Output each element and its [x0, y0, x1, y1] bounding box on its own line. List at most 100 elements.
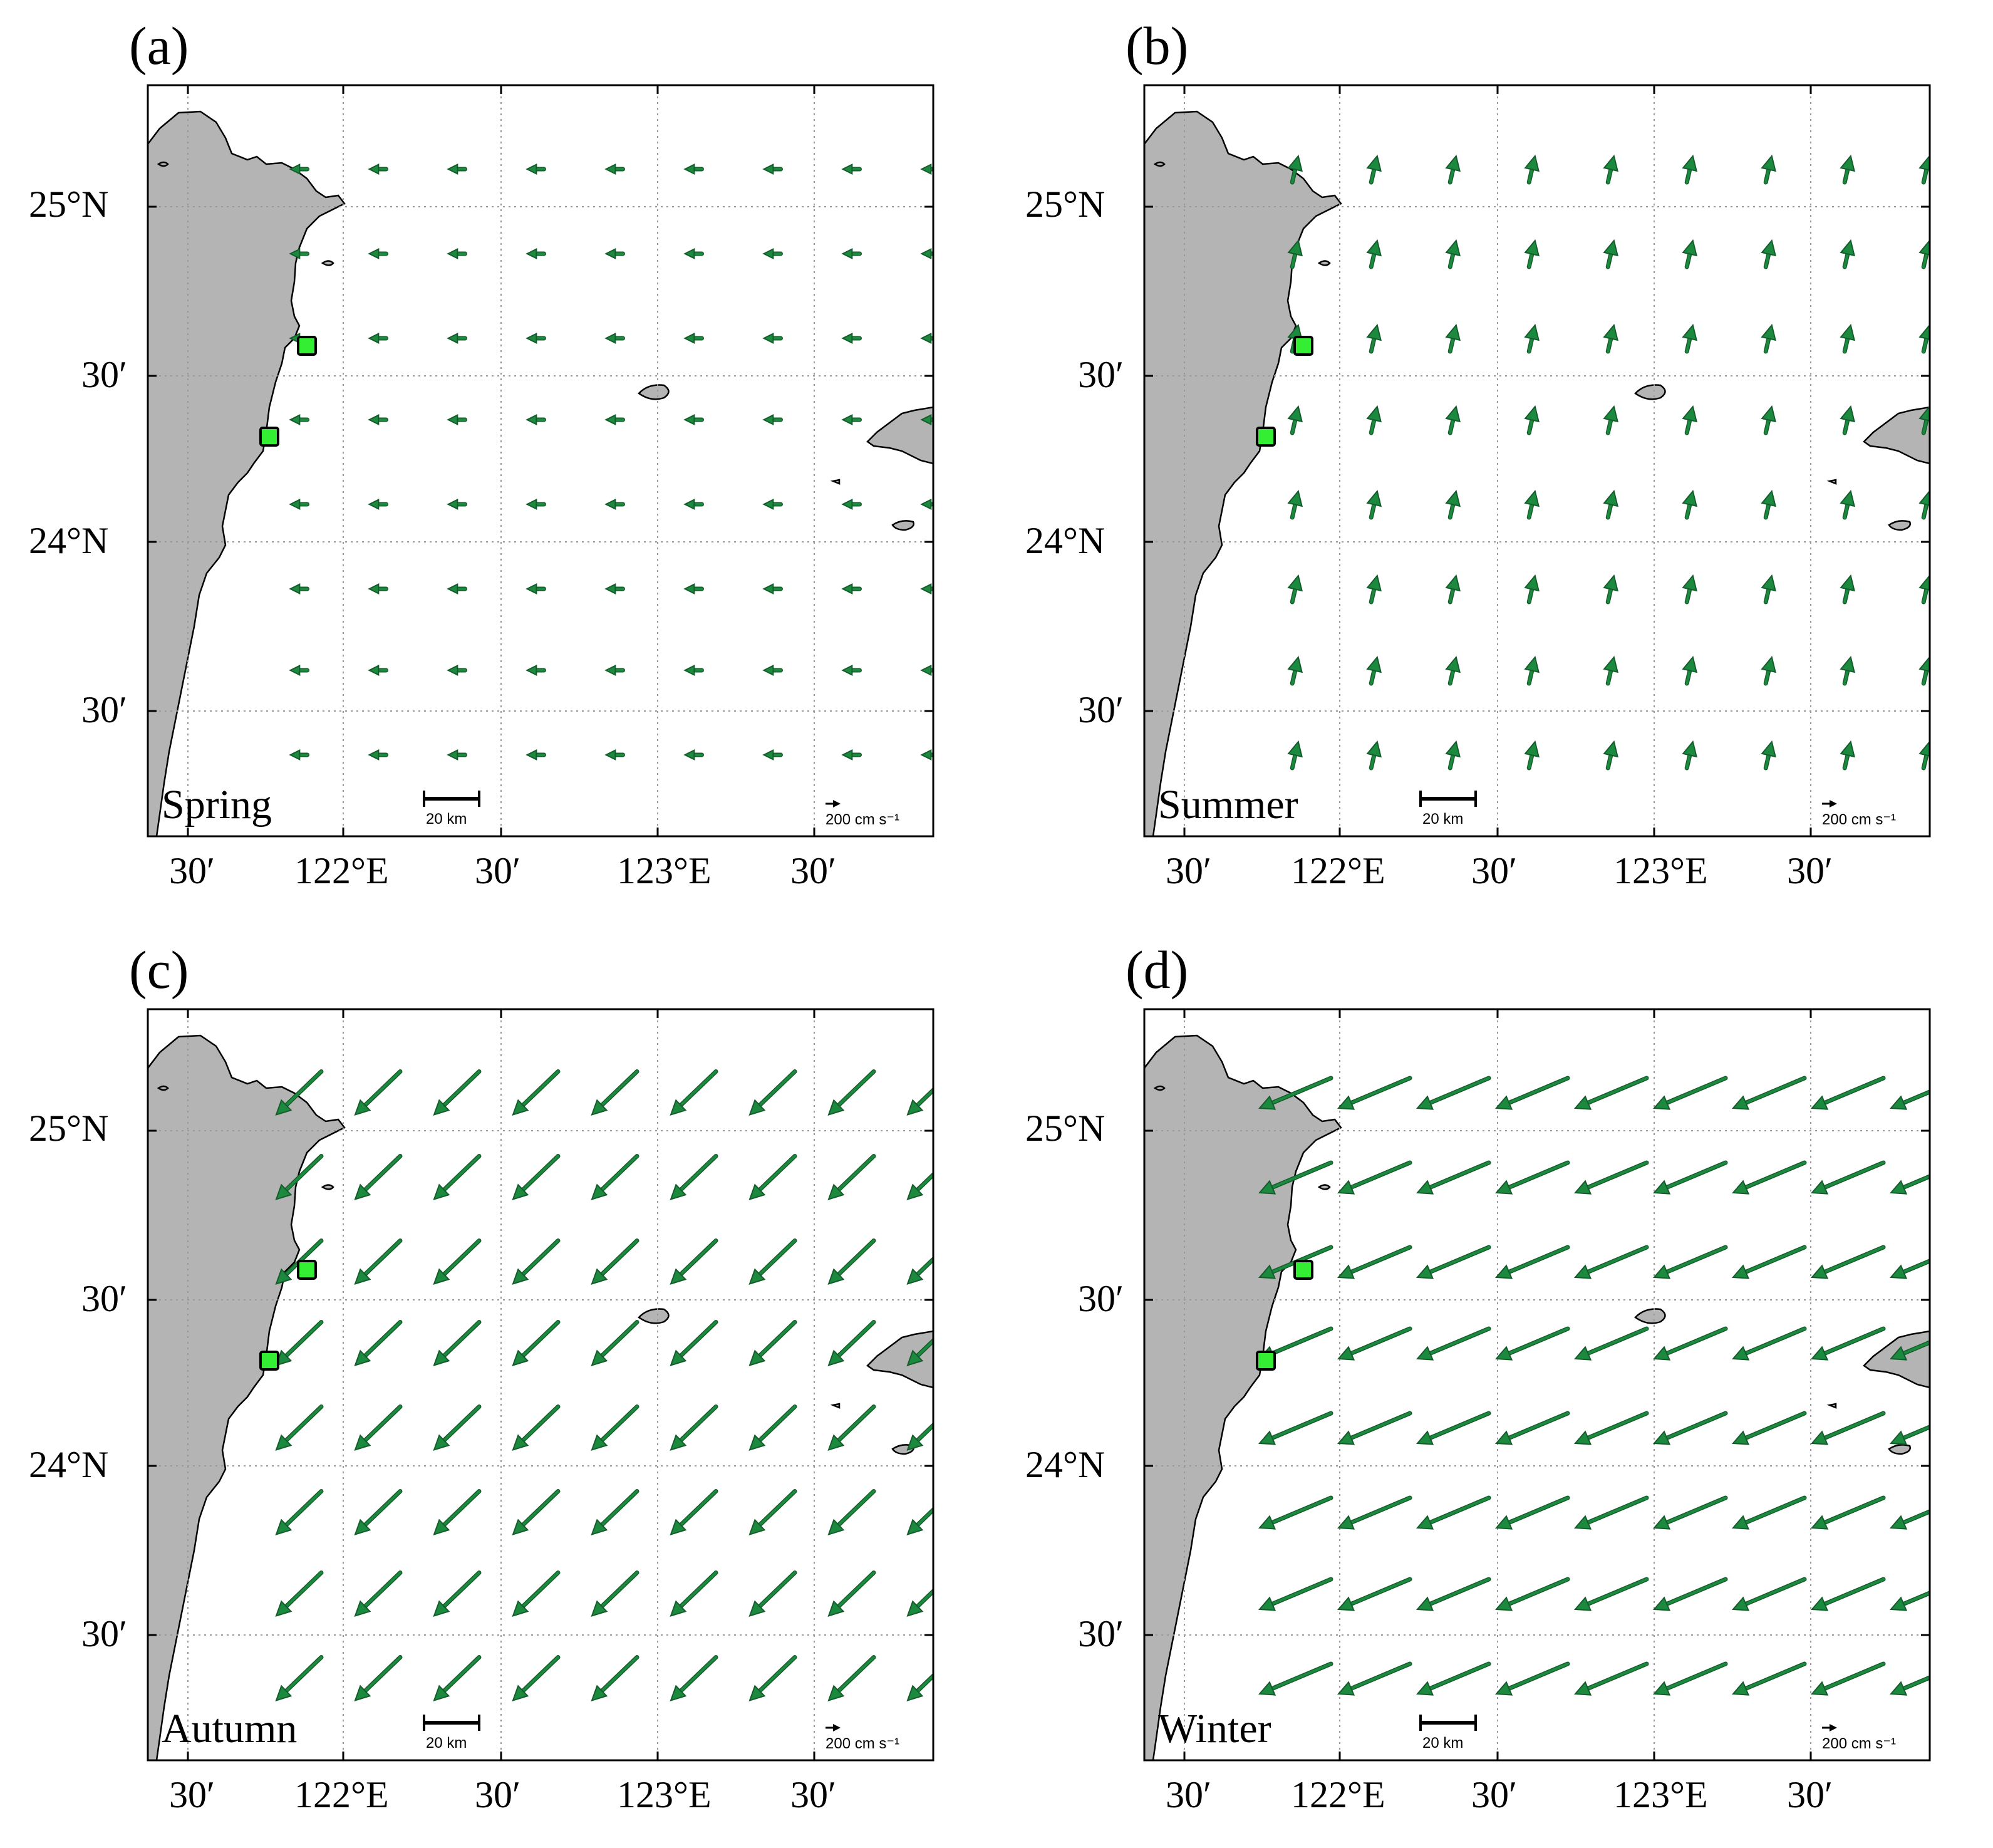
- current-vector: [1682, 405, 1697, 435]
- current-vector: [1840, 489, 1855, 520]
- panel-spring: (a) Spring 20 km 200 cm s⁻¹ 30′ 122°E 30′ 123°E…: [0, 0, 996, 924]
- current-vector: [1682, 655, 1697, 686]
- current-vector: [525, 664, 546, 677]
- current-vector: [1810, 1577, 1886, 1611]
- map-frame: [147, 84, 934, 838]
- current-vector: [1761, 574, 1776, 605]
- season-label: Summer: [1158, 782, 1298, 828]
- current-vector: [920, 163, 933, 175]
- current-vector: [841, 749, 862, 761]
- taiwan-landmass: [1144, 110, 1342, 836]
- current-vector: [1810, 1495, 1886, 1530]
- islet: [1153, 161, 1166, 167]
- current-vector: [841, 413, 862, 426]
- current-vector: [762, 498, 783, 511]
- current-vector: [1573, 1495, 1649, 1530]
- lon-tick-label: 30′: [1471, 1774, 1518, 1815]
- current-vector: [841, 664, 862, 677]
- current-vector: [604, 583, 625, 595]
- scale-bar: [1419, 791, 1477, 807]
- current-vector: [762, 583, 783, 595]
- current-vector: [433, 1404, 482, 1451]
- panel-winter: (d) Winter 20 km 200 cm s⁻¹ 30′ 122°E 30′ 123°E…: [996, 924, 1993, 1848]
- station-marker: [1256, 427, 1276, 447]
- current-vector: [591, 1069, 639, 1116]
- current-vector: [670, 1404, 718, 1451]
- current-vector: [1652, 1245, 1728, 1279]
- current-vector: [670, 1069, 718, 1116]
- current-vector: [1731, 1326, 1807, 1361]
- islet: [830, 479, 841, 485]
- current-vector: [827, 1570, 876, 1617]
- reference-vector: [826, 800, 841, 807]
- current-vector: [683, 163, 704, 175]
- current-vector: [447, 413, 467, 426]
- lon-tick-label: 123°E: [617, 850, 712, 891]
- current-vector: [1416, 1245, 1491, 1279]
- current-vector: [289, 413, 309, 426]
- current-vector: [1573, 1661, 1649, 1696]
- taiwan-landmass: [1144, 1034, 1342, 1760]
- current-vector: [1287, 239, 1303, 269]
- current-vector: [1840, 405, 1855, 435]
- lat-tick-label: 24°N: [29, 520, 109, 561]
- current-vector: [827, 1655, 876, 1702]
- reference-vector-label: 200 cm s⁻¹: [826, 1735, 900, 1752]
- current-vector: [1573, 1411, 1649, 1445]
- current-vector: [1416, 1661, 1491, 1696]
- current-vector: [1810, 1076, 1886, 1110]
- current-vector: [1761, 154, 1776, 185]
- lat-tick-label: 30′: [1078, 354, 1124, 395]
- current-vector: [604, 332, 625, 345]
- current-vector: [1416, 1577, 1491, 1611]
- map-canvas: [1143, 1008, 1931, 1762]
- current-vector: [525, 247, 546, 260]
- lat-tick-label: 30′: [81, 1278, 128, 1319]
- yonaguni-landmass: [866, 406, 933, 465]
- current-vector: [1810, 1326, 1886, 1361]
- current-vector: [354, 1489, 403, 1536]
- current-vector: [354, 1069, 403, 1116]
- islet: [1888, 1444, 1911, 1455]
- current-vector: [1416, 1411, 1491, 1445]
- current-vector: [1287, 154, 1303, 185]
- guishan-island: [638, 384, 670, 400]
- islet: [1888, 520, 1911, 531]
- current-vector: [1810, 1411, 1886, 1445]
- current-vector: [1366, 574, 1382, 605]
- current-vector: [1524, 655, 1540, 686]
- current-vector: [683, 749, 704, 761]
- current-vector: [368, 247, 388, 260]
- current-vector: [289, 664, 309, 677]
- current-vector: [604, 498, 625, 511]
- current-vector: [1761, 489, 1776, 520]
- panel-summer: (b) Summer 20 km 200 cm s⁻¹ 30′ 122°E 30′ 123°E…: [996, 0, 1993, 924]
- season-label: Spring: [162, 782, 272, 828]
- lat-tick-label: 30′: [1078, 1613, 1124, 1654]
- current-vector: [354, 1404, 403, 1451]
- current-vector: [683, 413, 704, 426]
- current-vector: [1731, 1160, 1807, 1195]
- current-vector: [1652, 1577, 1728, 1611]
- current-vector: [604, 163, 625, 175]
- lon-tick-label: 30′: [790, 1774, 837, 1815]
- lon-tick-label: 123°E: [617, 1774, 712, 1815]
- station-marker: [259, 1351, 279, 1371]
- current-vector: [275, 1154, 324, 1201]
- current-vector: [604, 749, 625, 761]
- current-vector: [354, 1154, 403, 1201]
- lon-tick-label: 30′: [1471, 850, 1518, 891]
- current-vector: [1416, 1495, 1491, 1530]
- current-vector: [1573, 1245, 1649, 1279]
- guishan-island: [638, 1308, 670, 1324]
- current-vector: [1494, 1411, 1570, 1445]
- current-vector: [275, 1069, 324, 1116]
- current-vector: [1889, 1675, 1930, 1696]
- current-vector: [1573, 1076, 1649, 1110]
- current-vector: [447, 664, 467, 677]
- current-vector: [1445, 323, 1461, 354]
- current-vector: [1731, 1245, 1807, 1279]
- scale-bar-label: 20 km: [426, 1735, 467, 1752]
- current-vector: [1524, 489, 1540, 520]
- current-vector: [1258, 1160, 1333, 1195]
